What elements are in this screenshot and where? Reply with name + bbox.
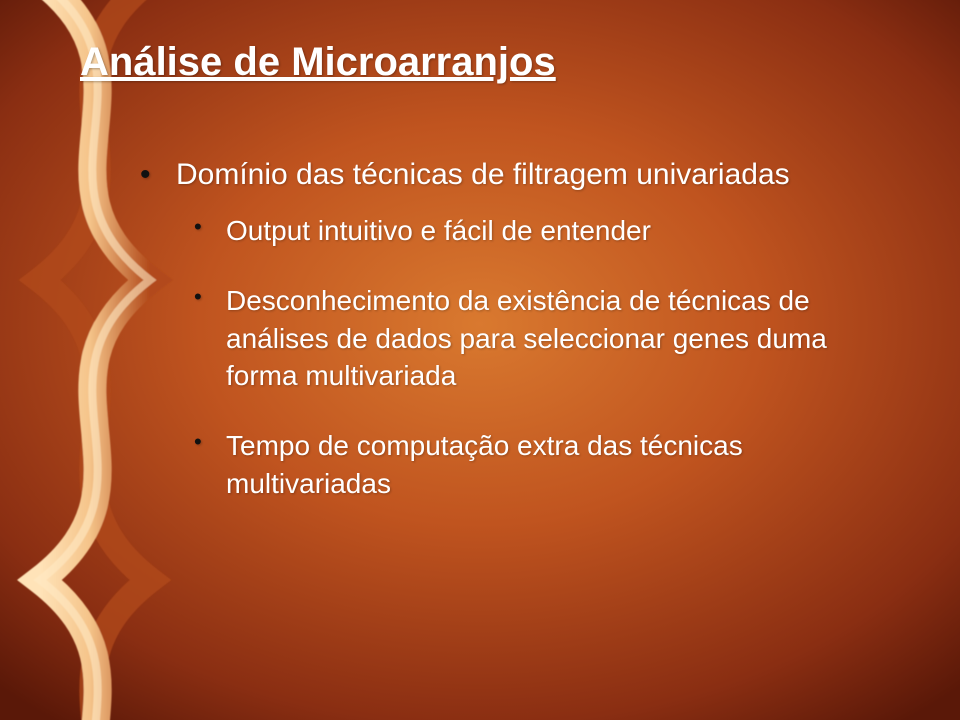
list-item: Desconhecimento da existência de técnica… (194, 282, 900, 395)
slide-content: Análise de Microarranjos Domínio das téc… (0, 0, 960, 577)
list-item-text: Domínio das técnicas de filtragem univar… (176, 158, 790, 191)
bullet-list: Domínio das técnicas de filtragem univar… (140, 155, 900, 503)
slide-title: Análise de Microarranjos (80, 40, 900, 85)
list-item-text: Output intuitivo e fácil de entender (226, 215, 651, 246)
list-item: Tempo de computação extra das técnicas m… (194, 427, 900, 503)
list-item-text: Tempo de computação extra das técnicas m… (226, 430, 743, 499)
list-item-text: Desconhecimento da existência de técnica… (226, 285, 827, 392)
list-item: Output intuitivo e fácil de entender (194, 212, 900, 250)
sub-bullet-list: Output intuitivo e fácil de entender Des… (194, 212, 900, 503)
list-item: Domínio das técnicas de filtragem univar… (140, 155, 900, 503)
